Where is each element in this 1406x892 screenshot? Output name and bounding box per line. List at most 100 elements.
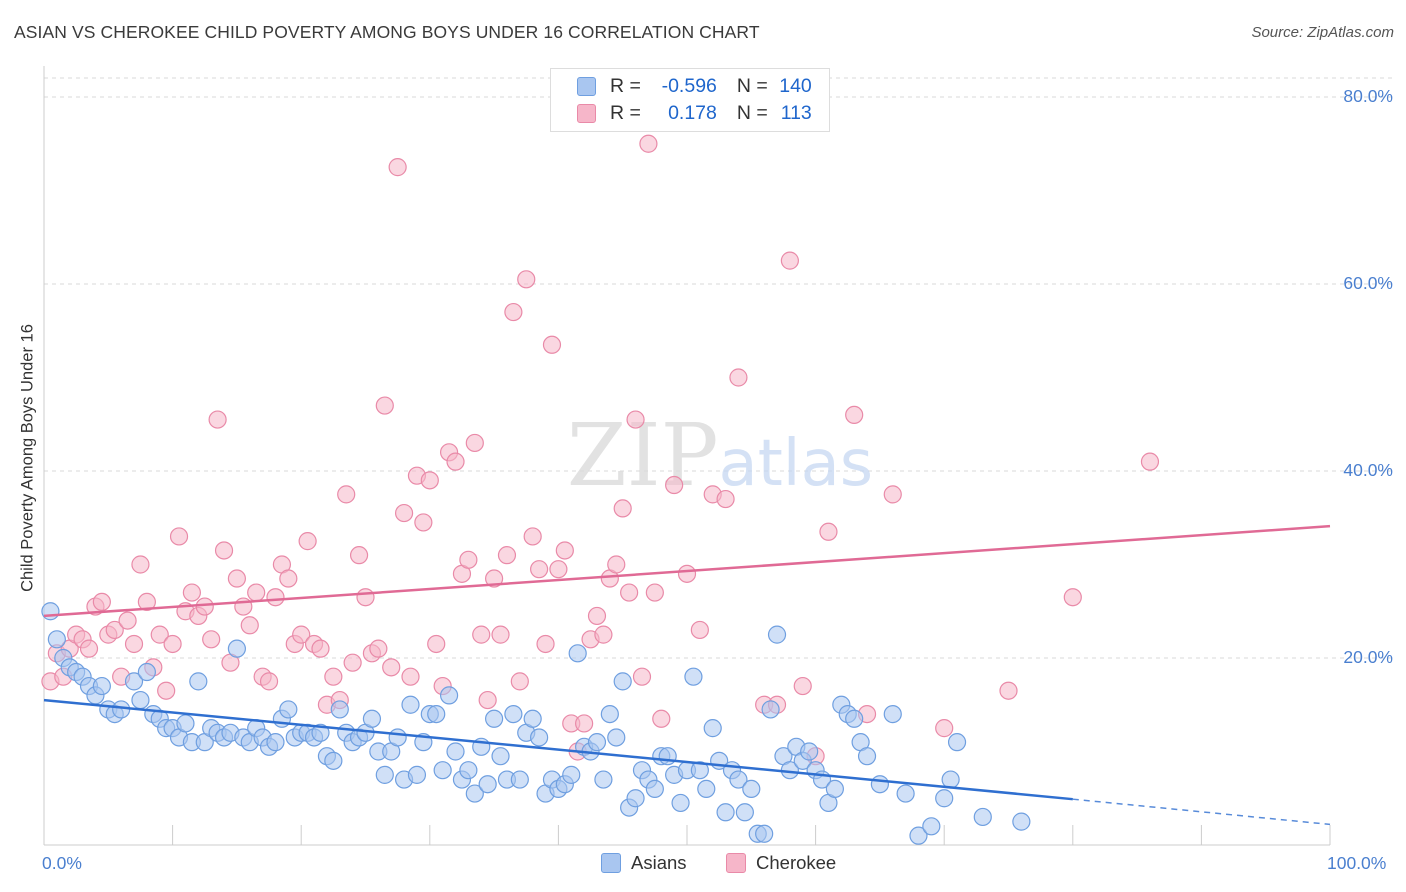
legend-item-asians[interactable]: Asians xyxy=(601,852,687,874)
asians-point xyxy=(568,644,587,663)
cherokee-point xyxy=(575,714,594,733)
r-label: R = xyxy=(610,101,641,124)
asians-point xyxy=(478,775,497,794)
cherokee-point xyxy=(401,667,420,686)
cherokee-point xyxy=(427,634,446,654)
asians-point xyxy=(504,704,523,724)
cherokee-point xyxy=(607,555,626,574)
cherokee-point xyxy=(652,709,671,728)
cherokee-point xyxy=(79,639,99,658)
asians-point xyxy=(825,779,844,799)
asians-point xyxy=(92,676,111,696)
cherokee-point xyxy=(530,560,549,579)
cherokee-point xyxy=(491,625,510,644)
asians-point xyxy=(112,700,131,719)
cherokee-point xyxy=(356,588,375,607)
asians-point xyxy=(587,733,607,752)
source-label: Source: ZipAtlas.com xyxy=(1251,24,1394,41)
cherokee-point xyxy=(729,368,748,387)
asians-point xyxy=(896,784,915,803)
legend-row-asians: R = -0.596 N = 140 xyxy=(577,73,812,99)
cherokee-point xyxy=(504,302,523,322)
cherokee-point xyxy=(311,639,330,658)
legend-item-cherokee[interactable]: Cherokee xyxy=(726,852,836,874)
x-tick-min: 0.0% xyxy=(42,853,82,873)
asians-point xyxy=(324,751,343,770)
cherokee-point xyxy=(182,583,201,602)
watermark-atlas: atlas xyxy=(718,427,873,501)
cherokee-point xyxy=(780,251,799,270)
asians-point xyxy=(600,704,619,724)
cherokee-point xyxy=(157,681,176,700)
cherokee-point xyxy=(465,433,484,453)
cherokee-point xyxy=(677,564,697,583)
cherokee-point xyxy=(549,560,568,579)
r-label: R = xyxy=(610,74,641,97)
cherokee-point xyxy=(793,676,812,696)
cherokee-point xyxy=(883,485,902,504)
cherokee-point xyxy=(337,485,356,504)
cherokee-point xyxy=(626,410,645,429)
legend-label: Asians xyxy=(631,852,687,873)
asians-point xyxy=(362,709,382,728)
cherokee-point xyxy=(150,625,169,644)
cherokee-point xyxy=(459,550,478,569)
asians-point xyxy=(935,789,954,808)
cherokee-trend-line xyxy=(43,524,1331,618)
asians-point xyxy=(266,733,285,752)
asians-point xyxy=(485,709,504,728)
cherokee-point xyxy=(446,452,465,471)
asians-point xyxy=(465,784,484,803)
cherokee-point xyxy=(935,719,954,738)
cherokee-point xyxy=(137,592,156,612)
grid-lines xyxy=(44,77,1392,659)
cherokee-point xyxy=(131,555,150,574)
asians-point xyxy=(41,602,60,621)
trend-lines xyxy=(43,524,1331,826)
cherokee-point xyxy=(375,396,394,415)
asians-point xyxy=(909,826,928,845)
cherokee-point xyxy=(369,639,388,658)
n-label: N = xyxy=(736,101,768,124)
cherokee-point xyxy=(227,569,246,588)
asians-point xyxy=(735,803,754,822)
asians-point xyxy=(767,625,787,644)
asians-point xyxy=(613,672,632,691)
cherokee-point xyxy=(266,588,285,607)
x-tick-max: 100.0% xyxy=(1327,853,1387,873)
asians-point xyxy=(388,728,407,747)
asians-swatch xyxy=(601,853,621,873)
n-value: 113 xyxy=(780,101,812,124)
cherokee-point xyxy=(118,611,137,630)
asians-point xyxy=(227,639,246,658)
asians-point xyxy=(729,770,748,789)
asians-point xyxy=(407,765,427,784)
asians-point xyxy=(523,709,542,728)
cherokee-point xyxy=(259,672,279,691)
cherokee-point xyxy=(279,569,298,588)
cherokee-point xyxy=(208,410,227,429)
asians-point xyxy=(742,779,761,799)
cherokee-point xyxy=(665,475,684,495)
asians-point xyxy=(562,765,581,784)
asians-point xyxy=(124,672,144,691)
cherokee-point xyxy=(324,667,343,686)
asians-trend-line xyxy=(43,698,1073,801)
cherokee-point xyxy=(594,625,613,644)
asians-point xyxy=(761,700,780,719)
legend-row-cherokee: R = 0.178 N = 113 xyxy=(577,100,812,126)
cherokee-point xyxy=(690,620,709,640)
asians-point xyxy=(697,779,716,799)
cherokee-point xyxy=(298,532,317,551)
cherokee-point xyxy=(420,471,439,490)
asians-point xyxy=(47,630,66,649)
asians-point xyxy=(427,704,446,724)
cherokee-swatch xyxy=(577,103,596,123)
cherokee-point xyxy=(382,658,401,677)
asians-point xyxy=(330,700,349,719)
cherokee-point xyxy=(343,653,362,672)
asians-point xyxy=(857,747,877,766)
asians-point xyxy=(973,807,992,827)
y-tick-label: 40.0% xyxy=(1343,460,1393,480)
